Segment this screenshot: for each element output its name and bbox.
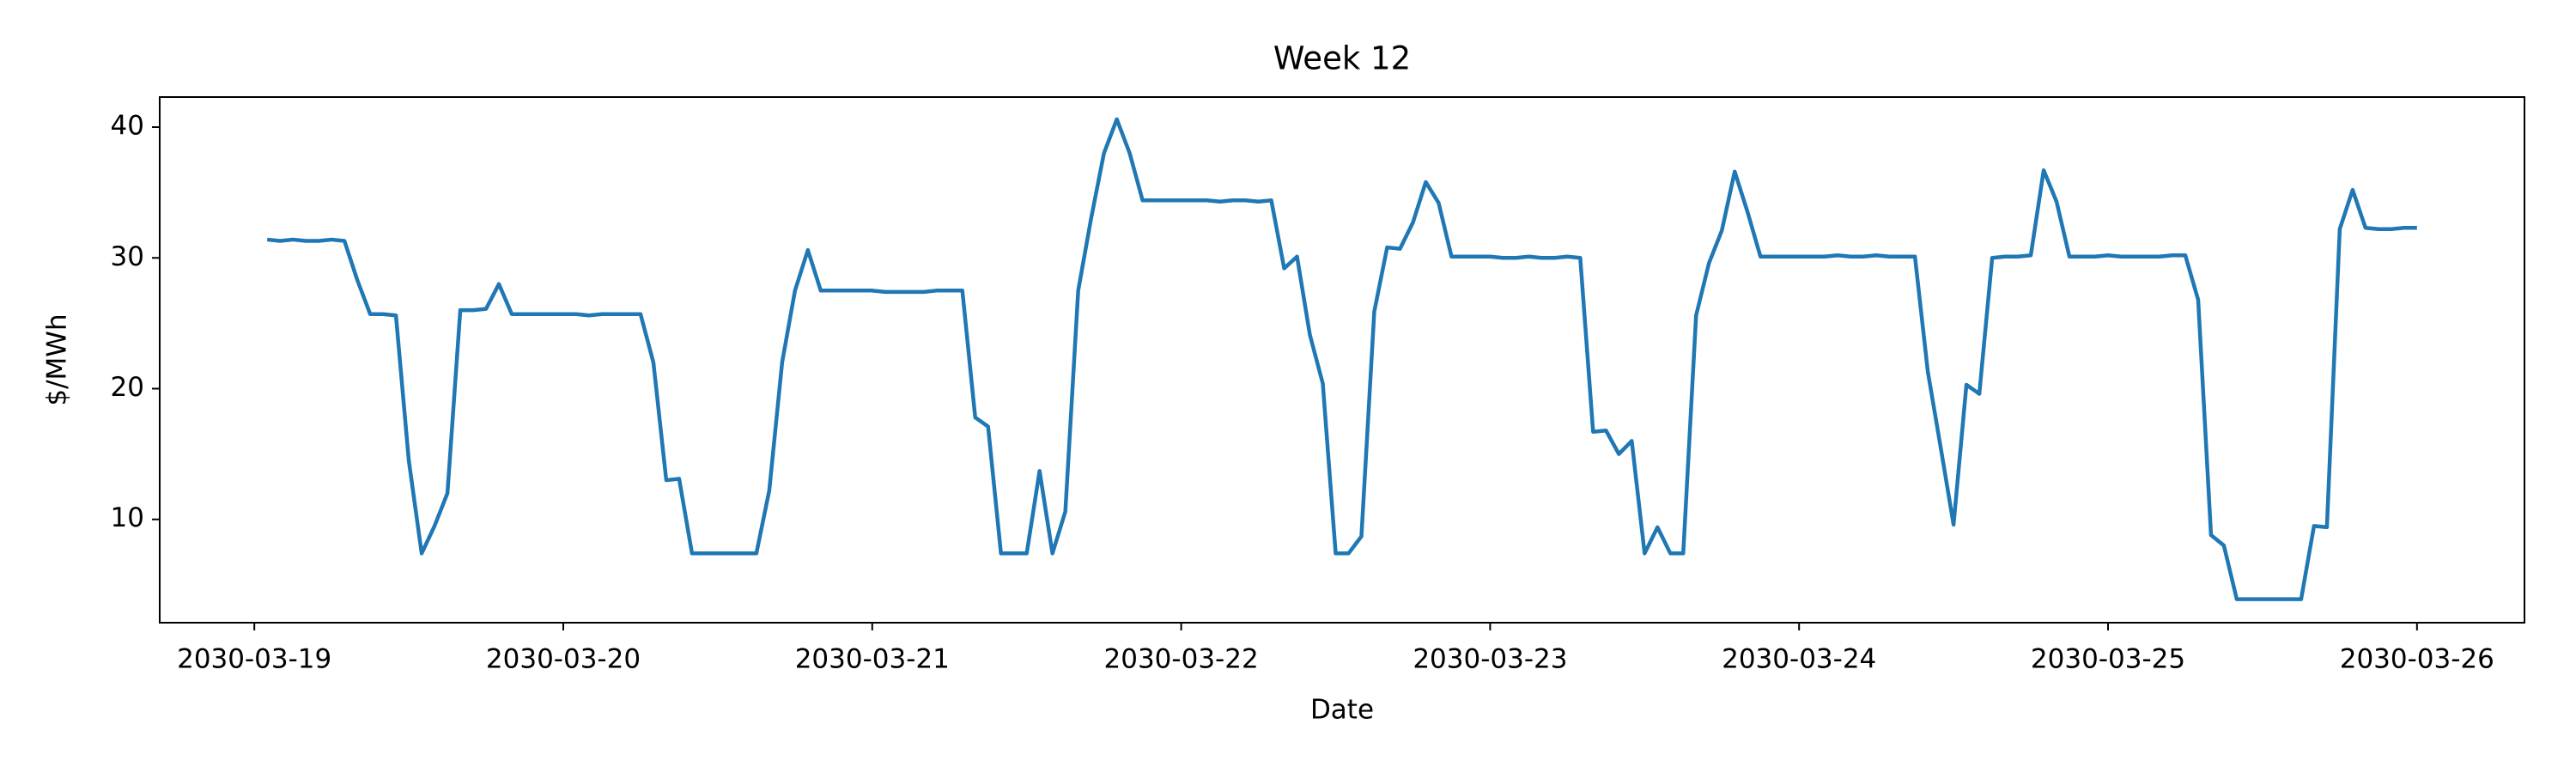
- y-tick-label: 30: [111, 241, 144, 272]
- x-tick-label: 2030-03-20: [486, 644, 641, 675]
- price-line: [266, 117, 2417, 601]
- y-tick-label: 40: [111, 111, 144, 142]
- y-tick-label: 20: [111, 372, 144, 403]
- x-tick-label: 2030-03-22: [1104, 644, 1259, 675]
- plot-frame: [159, 96, 2525, 624]
- x-tick-label: 2030-03-24: [1722, 644, 1876, 675]
- x-axis-label: Date: [1310, 695, 1374, 726]
- x-tick-label: 2030-03-26: [2340, 644, 2494, 675]
- x-tick-label: 2030-03-23: [1413, 644, 1567, 675]
- y-tick-label: 10: [111, 502, 144, 533]
- x-tick-label: 2030-03-25: [2031, 644, 2185, 675]
- x-tick-label: 2030-03-19: [177, 644, 331, 675]
- y-axis-label: $/MWh: [42, 313, 73, 405]
- chart-title: Week 12: [1273, 40, 1411, 77]
- x-tick-label: 2030-03-21: [795, 644, 950, 675]
